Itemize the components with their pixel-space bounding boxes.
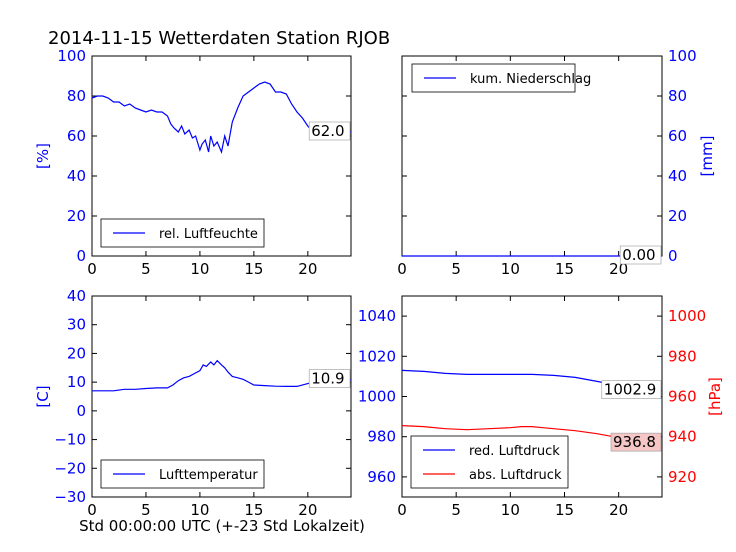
legend-entry: red. Luftdruck	[469, 444, 560, 459]
legend: red. Luftdruck abs. Luftdruck	[410, 435, 569, 489]
legend-box	[100, 218, 265, 248]
y-tick-label: 960	[367, 468, 396, 486]
legend-entry: kum. Niederschlag	[470, 72, 591, 87]
y-tick-label: 100	[668, 47, 697, 65]
legend-box	[410, 435, 569, 489]
chart-title: 2014-11-15 Wetterdaten Station RJOB	[48, 28, 390, 49]
x-tick-label: 15	[244, 260, 263, 278]
annotation-label: 62.0	[311, 122, 344, 140]
annotation-label: 0.00	[622, 246, 655, 264]
x-tick-label: 20	[609, 501, 628, 519]
y-tick-label: 10	[67, 373, 86, 391]
x-tick-label: 5	[451, 501, 461, 519]
y-tick-label: 40	[668, 167, 687, 185]
x-tick-label: 0	[87, 260, 97, 278]
y-tick-label: 20	[668, 207, 687, 225]
y-tick-label: 100	[57, 47, 86, 65]
legend-entry: rel. Luftfeuchte	[159, 227, 258, 242]
y-tick-label: −30	[54, 488, 86, 506]
x-tick-label: 0	[87, 501, 97, 519]
legend: rel. Luftfeuchte	[100, 218, 265, 248]
legend-entry: Lufttemperatur	[159, 468, 258, 483]
panel-pressure: 0 5 10 15 20 960 980 1000 1020 1040 920 940 960 980 10…	[358, 295, 724, 519]
y-tick-label: 80	[67, 87, 86, 105]
y-tick-label: 80	[668, 87, 687, 105]
x-tick-label: 5	[451, 260, 461, 278]
annotation-box	[619, 245, 662, 265]
y-tick-label: −10	[54, 431, 86, 449]
y-axis-label: [C]	[34, 385, 52, 407]
x-tick-label: 10	[190, 501, 209, 519]
panel-temperature: 0 5 10 15 20 −30 −20 −10 0 10 20 30 40 [C] Lufttempera…	[34, 287, 352, 519]
legend: Lufttemperatur	[100, 459, 265, 489]
y-tick-label: 0	[668, 247, 678, 265]
y-tick-label: 40	[67, 287, 86, 305]
x-tick-label: 0	[397, 260, 407, 278]
annotation-label: 10.9	[311, 370, 344, 388]
x-tick-label: 5	[141, 260, 151, 278]
x-tick-label: 0	[397, 501, 407, 519]
x-tick-label: 10	[190, 260, 209, 278]
panel-precipitation: 0 5 10 15 20 0 20 40 60 80 100 [mm] kum. Niederschla…	[397, 47, 716, 278]
series-line-1	[91, 81, 351, 155]
y-tick-label-right: 1000	[668, 307, 706, 325]
x-tick-label: 5	[141, 501, 151, 519]
x-tick-label: 20	[298, 501, 317, 519]
y-tick-label: 1020	[358, 347, 396, 365]
y-tick-label-right: 940	[668, 428, 697, 446]
y-tick-label: 40	[67, 167, 86, 185]
legend: kum. Niederschlag	[411, 63, 591, 93]
y-tick-label: 0	[76, 247, 86, 265]
y-tick-label-right: 980	[668, 347, 697, 365]
x-tick-label: 10	[501, 501, 520, 519]
annotation-label: 1002.9	[604, 381, 657, 399]
panel-humidity: 0 5 10 15 20 0 20 40 60 80 100 [%] rel. Luftfeuchte 6…	[34, 47, 352, 278]
legend-entry: abs. Luftdruck	[469, 468, 562, 483]
y-tick-label: 0	[76, 402, 86, 420]
y-tick-label: 20	[67, 344, 86, 362]
y-tick-label: 980	[367, 428, 396, 446]
y-tick-label: 60	[67, 127, 86, 145]
x-tick-label: 15	[555, 260, 574, 278]
x-tick-label: 15	[555, 501, 574, 519]
y-axis-label-right: [hPa]	[706, 377, 724, 416]
y-axis-label: [%]	[34, 143, 52, 169]
x-tick-label: 20	[298, 260, 317, 278]
y-tick-label: −20	[54, 459, 86, 477]
y-tick-label: 30	[67, 316, 86, 334]
y-tick-label-right: 960	[668, 388, 697, 406]
annotation-label: 936.8	[613, 433, 656, 451]
annotation-box	[610, 432, 662, 452]
y-tick-label: 1040	[358, 307, 396, 325]
annotation-box	[308, 369, 351, 388]
series-line-1	[92, 359, 351, 392]
x-axis-label: Std 00:00:00 UTC (+-23 Std Lokalzeit)	[79, 517, 365, 535]
y-tick-label: 20	[67, 207, 86, 225]
x-tick-label: 15	[244, 501, 263, 519]
y-axis-label: [mm]	[698, 136, 716, 177]
y-tick-label-right: 920	[668, 468, 697, 486]
y-tick-label: 60	[668, 127, 687, 145]
x-tick-label: 10	[501, 260, 520, 278]
x-tick-label: 20	[609, 260, 628, 278]
annotation-box	[601, 380, 662, 399]
y-tick-label: 1000	[358, 388, 396, 406]
annotation-box	[308, 121, 351, 141]
